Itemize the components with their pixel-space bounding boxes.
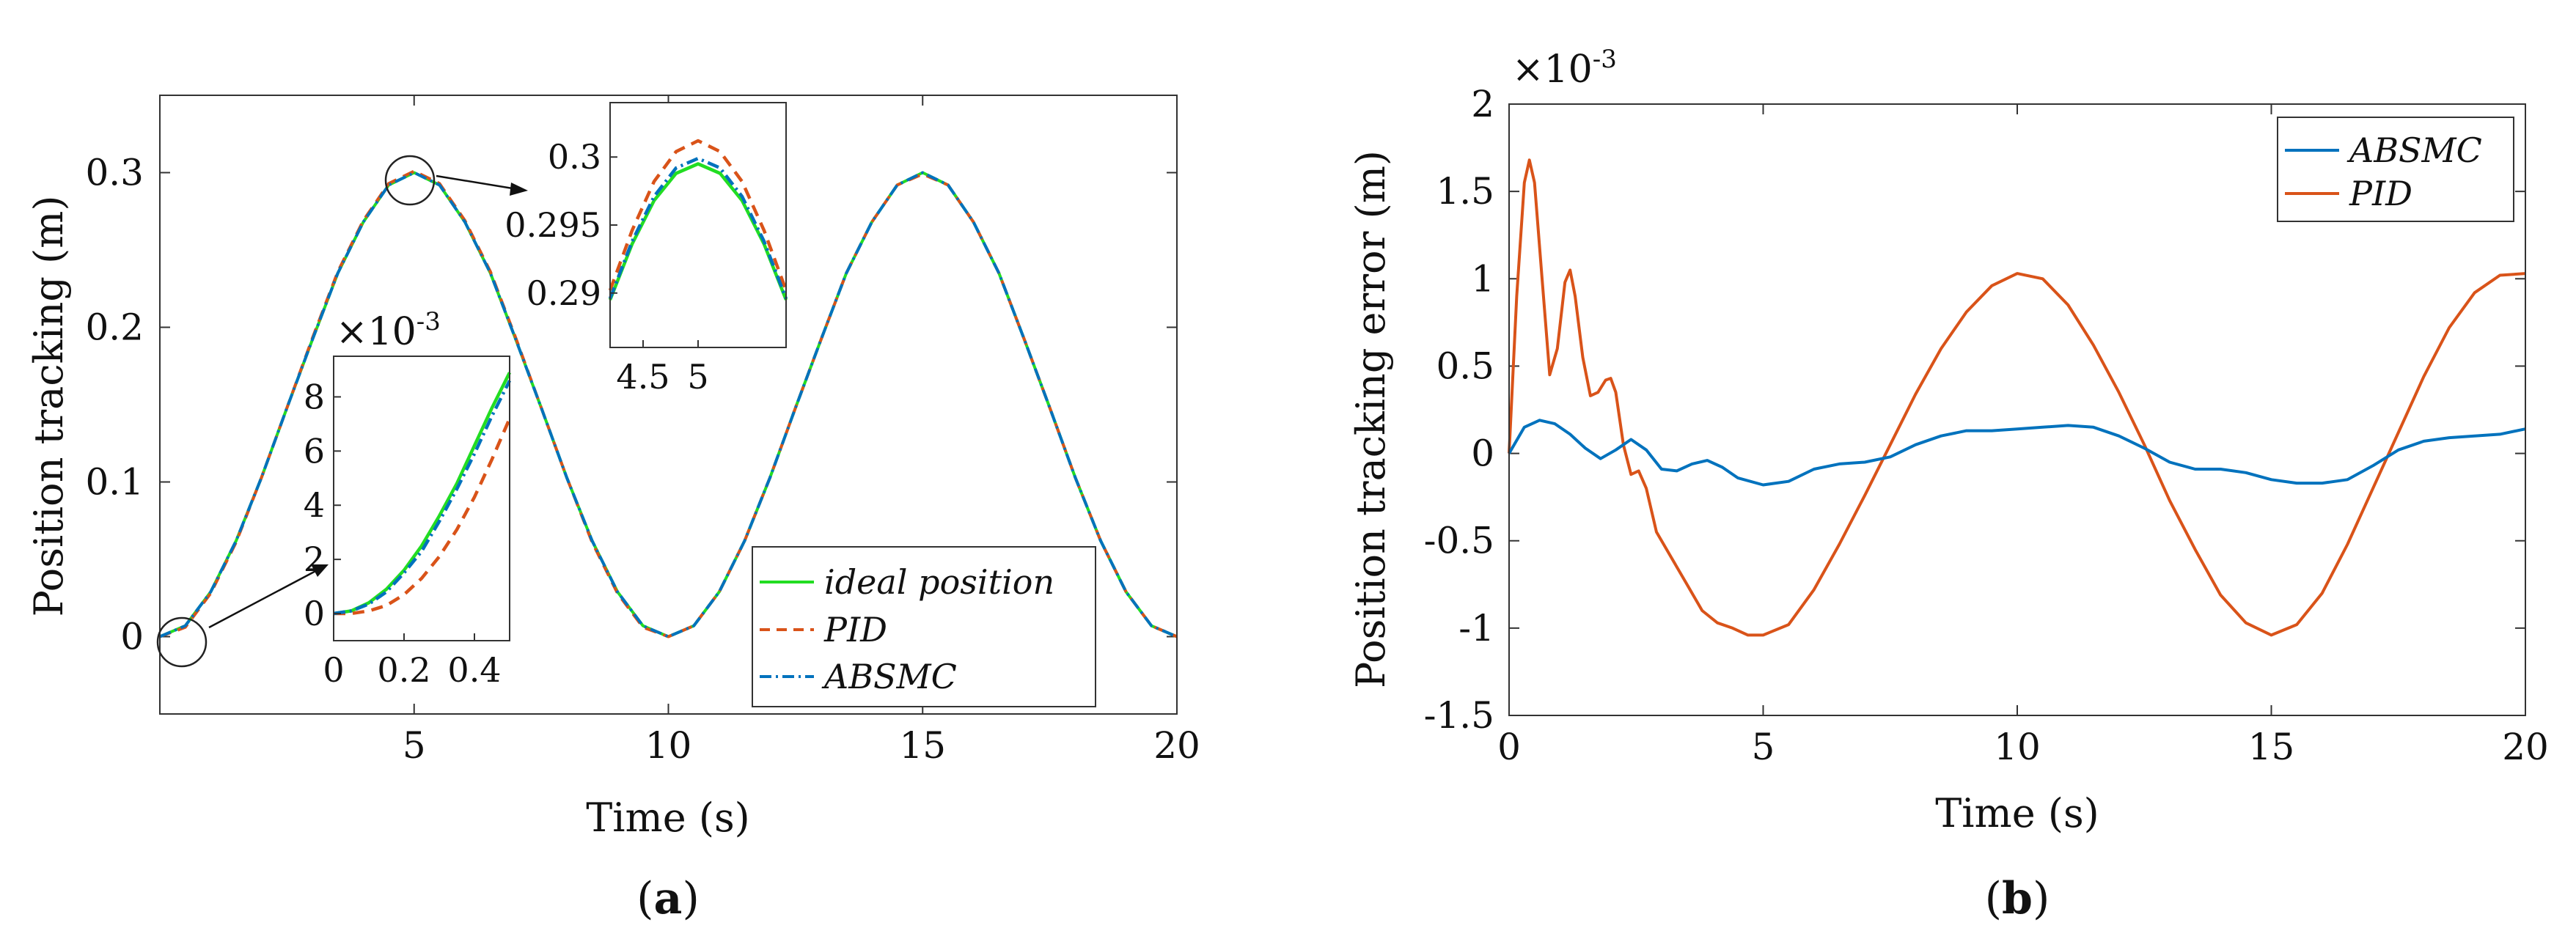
inset-peak-ytick-label: 0.3: [548, 137, 601, 177]
panel-b-ytick-label: -0.5: [1424, 520, 1494, 562]
panel-a-x-ticks: 5 10 15 20: [403, 95, 1200, 767]
inset-start-exponent: ×10-3: [336, 307, 441, 354]
panel-b-label: (b): [1985, 873, 2050, 924]
panel-a-axes-box: [159, 95, 1178, 715]
panel-b-x-ticks: 0 5 10 15 20: [1497, 104, 2549, 768]
inset-start-series: [333, 372, 512, 616]
panel-b-xlabel: Time (s): [1935, 790, 2099, 836]
panel-a-xlabel: Time (s): [586, 795, 749, 841]
inset-start-ytick-label: 2: [304, 540, 325, 579]
inset-start-xtick-label: 0.4: [447, 650, 501, 690]
panel-a-xtick-label: 15: [899, 724, 946, 767]
inset-peak-ytick-label: 0.29: [526, 273, 601, 313]
inset-peak-line-absmc: [608, 156, 788, 300]
panel-b-series: [1508, 158, 2526, 637]
panel-b-xtick-label: 5: [1752, 726, 1775, 768]
panel-b-y-ticks: -1.5 -1 -0.5 0 0.5 1 1.5 2: [1424, 83, 2525, 737]
panel-b-line-pid: [1508, 158, 2526, 637]
panel-b-legend: ABSMC PID: [2277, 117, 2514, 222]
panel-b-ytick-label: 0.5: [1436, 345, 1494, 387]
zoom-circle-peak: [384, 155, 436, 206]
panel-b: Position tracking error (m) ×10-3 -1.5-1…: [1348, 45, 2549, 924]
panel-a-line-absmc: [159, 171, 1178, 638]
panel-a-xtick-label: 10: [645, 724, 692, 767]
legend-absmc-label: ABSMC: [821, 657, 957, 696]
panel-b-ytick-label: 2: [1471, 83, 1494, 125]
panel-b-ytick-label: 1: [1471, 257, 1494, 300]
panel-b-xtick-label: 0: [1497, 726, 1521, 768]
panel-a-ylabel: Position tracking (m): [26, 196, 72, 617]
inset-zoom-start: 0 2 4 6 8 0 0.2 0.4 ×10-3: [304, 307, 512, 690]
inset-peak-series: [608, 139, 788, 301]
panel-a-xtick-label: 5: [403, 724, 426, 767]
panel-b-axes-box: [1508, 103, 2526, 716]
inset-start-ytick-label: 0: [304, 594, 325, 633]
panel-a: Position tracking (m) 00.10.20.3 5 10 15 20…: [26, 95, 1200, 924]
inset-peak-ytick-label: 0.295: [504, 205, 601, 245]
panel-a-ytick-label: 0: [120, 616, 144, 658]
panel-b-xtick-label: 10: [1994, 726, 2041, 768]
panel-b-xtick-label: 20: [2502, 726, 2549, 768]
zoom-circle-start: [156, 616, 208, 668]
legend-b-absmc-label: ABSMC: [2346, 130, 2482, 170]
panel-b-ytick-label: 0: [1471, 432, 1494, 475]
inset-start-ytick-label: 6: [304, 431, 325, 471]
legend-pid-label: PID: [823, 610, 887, 649]
panel-b-line-absmc: [1508, 419, 2526, 487]
panel-a-ytick-label: 0.3: [85, 152, 144, 194]
inset-start-line-absmc: [333, 380, 512, 616]
legend-ideal-label: ideal position: [824, 562, 1054, 602]
panel-a-label: (a): [636, 873, 700, 924]
inset-peak-xtick-label: 4.5: [616, 357, 669, 397]
panel-b-exponent: ×10-3: [1512, 45, 1617, 92]
inset-start-line-pid: [334, 418, 512, 616]
inset-start-xtick-label: 0: [323, 650, 344, 690]
inset-start-xtick-label: 0.2: [377, 650, 430, 690]
inset-zoom-peak: 0.29 0.295 0.3 4.5 5: [504, 102, 788, 397]
panel-b-ytick-label: -1.5: [1424, 694, 1494, 737]
panel-a-legend: ideal position PID ABSMC: [752, 546, 1096, 707]
inset-start-ytick-label: 8: [304, 377, 325, 416]
panel-a-ytick-label: 0.2: [85, 306, 144, 349]
legend-b-pid-label: PID: [2349, 174, 2412, 213]
panel-a-series: [159, 169, 1178, 638]
panel-a-y-ticks: 0 0.1 0.2 0.3: [85, 152, 1177, 658]
panel-a-ytick-label: 0.1: [85, 461, 144, 504]
inset-peak-xtick-label: 5: [687, 357, 708, 397]
zoom-arrow-peak: [436, 174, 518, 191]
panel-a-xtick-label: 20: [1153, 724, 1200, 767]
panel-b-ylabel: Position tracking error (m): [1348, 150, 1394, 688]
inset-peak-ticks: 0.29 0.295 0.3 4.5 5: [504, 137, 708, 397]
zoom-arrow-start-head: [311, 564, 329, 577]
zoom-arrow-start: [208, 567, 322, 629]
inset-peak-line-pid: [608, 139, 788, 291]
inset-start-ytick-label: 4: [304, 485, 325, 525]
panel-b-xtick-label: 15: [2248, 726, 2295, 768]
zoom-arrow-peak-head: [510, 183, 528, 196]
inset-start-ticks: 0 2 4 6 8 0 0.2 0.4: [304, 377, 502, 690]
panel-b-ytick-label: -1: [1458, 607, 1494, 649]
panel-b-ytick-label: 1.5: [1436, 170, 1494, 213]
